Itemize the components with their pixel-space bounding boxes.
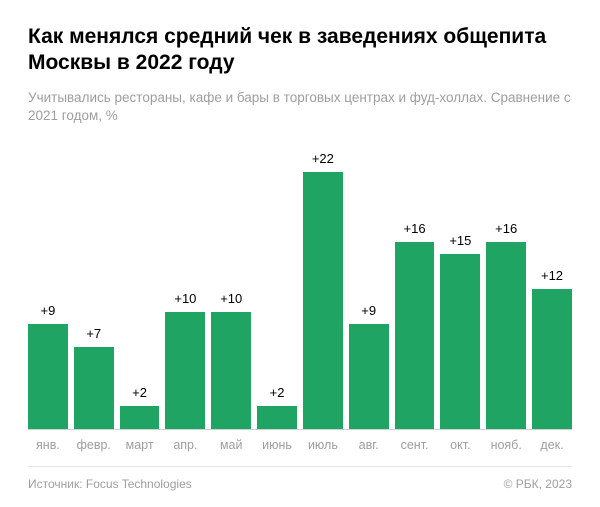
x-axis-label: март [120,438,160,452]
bar [74,347,114,429]
chart-title: Как менялся средний чек в заведениях общ… [28,24,572,77]
bar-value-label: +15 [449,233,471,248]
bar-value-label: +9 [361,303,376,318]
bar-value-label: +7 [86,326,101,341]
source-label: Источник: Focus Technologies [28,477,192,491]
bar-value-label: +12 [541,268,563,283]
bar [257,406,297,429]
bar-value-label: +16 [495,221,517,236]
bar-wrap: +12 [532,148,572,429]
bar-wrap: +2 [257,148,297,429]
x-axis-label: июнь [257,438,297,452]
x-axis-label: июль [303,438,343,452]
x-axis-label: май [211,438,251,452]
x-axis-label: февр. [74,438,114,452]
bar [486,242,526,429]
bar-wrap: +10 [165,148,205,429]
bar [440,254,480,429]
bar-wrap: +7 [74,148,114,429]
bar [211,312,251,429]
bar-value-label: +22 [312,151,334,166]
x-axis-label: авг. [349,438,389,452]
bar-value-label: +9 [41,303,56,318]
chart-footer: Источник: Focus Technologies © РБК, 2023 [28,466,572,491]
bar-wrap: +9 [28,148,68,429]
bar-wrap: +9 [349,148,389,429]
bar-value-label: +2 [132,385,147,400]
bar-value-label: +16 [404,221,426,236]
chart-container: Как менялся средний чек в заведениях общ… [0,0,600,507]
bar [349,324,389,429]
bar-wrap: +16 [395,148,435,429]
x-axis-label: дек. [532,438,572,452]
bar-wrap: +10 [211,148,251,429]
bar-wrap: +16 [486,148,526,429]
bars-group: +9 +7 +2 +10 +10 +2 +22 +9 +16 +15 +16 +12 [28,148,572,429]
bar [395,242,435,429]
bar [28,324,68,429]
bar-value-label: +10 [220,291,242,306]
bar-wrap: +2 [120,148,160,429]
x-axis-label: янв. [28,438,68,452]
bar [532,289,572,429]
copyright-label: © РБК, 2023 [504,477,572,491]
bar-value-label: +10 [174,291,196,306]
chart-plot-area: +9 +7 +2 +10 +10 +2 +22 +9 +16 +15 +16 +12 [28,148,572,430]
x-axis-label: окт. [440,438,480,452]
x-axis-label: нояб. [486,438,526,452]
bar-wrap: +15 [440,148,480,429]
x-axis-label: апр. [165,438,205,452]
bar-wrap: +22 [303,148,343,429]
chart-subtitle: Учитывались рестораны, кафе и бары в тор… [28,89,572,127]
bar [303,172,343,429]
bar [165,312,205,429]
x-axis-label: сент. [395,438,435,452]
bar [120,406,160,429]
bar-value-label: +2 [270,385,285,400]
x-axis: янв. февр. март апр. майиюнь июль авг. сент. окт… [28,430,572,466]
